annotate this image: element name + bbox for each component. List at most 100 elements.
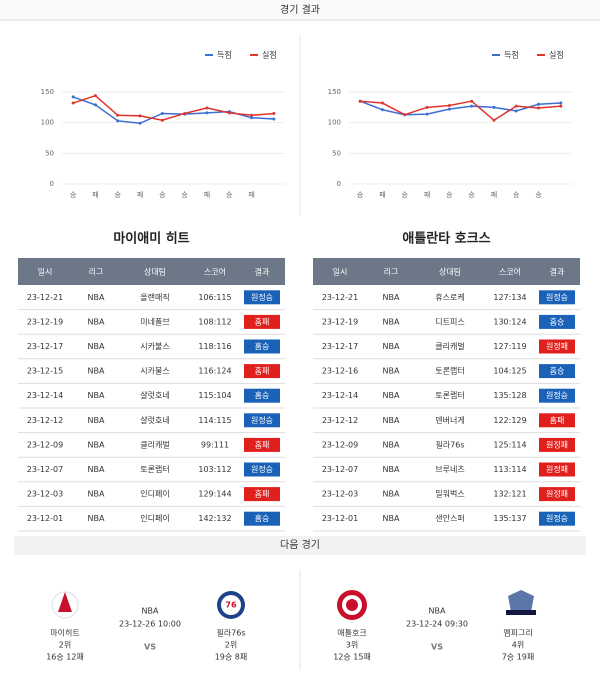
point [227, 111, 231, 115]
cell: 118:116 [198, 342, 231, 351]
result-badge [244, 437, 280, 452]
column-header: 상대팀 [144, 267, 166, 277]
y-tick-label: 100 [41, 119, 54, 127]
result-label: 홈승 [255, 341, 270, 351]
point [205, 106, 209, 110]
column-header: 리그 [384, 268, 399, 277]
cell: 올랜매직 [140, 292, 169, 302]
point [183, 111, 187, 115]
x-tick-label: 패 [248, 190, 254, 199]
cell: 115:104 [198, 391, 231, 400]
cell: 디트피스 [435, 317, 464, 326]
cell: 114:115 [198, 416, 231, 425]
cell: NBA [383, 514, 400, 523]
legend-label: 실점 [549, 50, 564, 60]
point [116, 119, 120, 123]
point [138, 121, 142, 125]
y-tick-label: 100 [328, 119, 341, 127]
column-header: 일시 [333, 268, 348, 277]
team-name: 필라76s [216, 628, 245, 638]
y-tick-label: 50 [332, 149, 341, 157]
league: NBA [142, 607, 159, 616]
point [514, 104, 518, 108]
legend-label: 득점 [217, 50, 232, 60]
header-bar [0, 0, 600, 20]
cell: 23-12-12 [322, 416, 358, 425]
cell: 23-12-16 [322, 367, 358, 376]
x-tick-label: 패 [92, 190, 98, 199]
series-line [72, 96, 274, 125]
x-tick-label: 승 [513, 191, 520, 199]
table-header [313, 258, 580, 285]
x-tick-label: 승 [226, 191, 233, 199]
cell: 132:121 [493, 490, 526, 499]
cell: 23-12-03 [27, 490, 63, 499]
result-label: 원정패 [546, 439, 568, 449]
cell: NBA [383, 490, 400, 499]
result-badge [244, 339, 280, 354]
legend-label: 실점 [262, 50, 277, 60]
header-title: 경기 결과 [280, 3, 320, 16]
point [425, 105, 429, 109]
series-line [360, 100, 561, 122]
cell: 덴버너게 [435, 415, 464, 425]
team-name: 애틀호크 [337, 629, 366, 638]
team-record: 16승 12패 [46, 652, 84, 662]
cell: NBA [383, 342, 400, 351]
result-label: 원정승 [546, 513, 568, 523]
cell: 23-12-07 [27, 465, 63, 474]
point [380, 101, 384, 105]
cell: NBA [383, 440, 400, 449]
vs: VS [144, 643, 156, 652]
result-badge [539, 388, 575, 403]
result-label: 원정패 [546, 464, 568, 474]
cell: 토론랩터 [435, 367, 464, 376]
result-label: 홈승 [550, 316, 565, 326]
cell: 23-12-01 [322, 514, 358, 523]
column-header: 스코어 [204, 267, 226, 277]
result-label: 홈승 [255, 513, 270, 523]
cell: 23-12-12 [27, 416, 63, 425]
cell: NBA [88, 342, 105, 351]
x-tick-label: 패 [491, 190, 497, 199]
point [380, 108, 384, 112]
cell: NBA [88, 391, 105, 400]
cell: NBA [383, 465, 400, 474]
cell: 시카불스 [140, 341, 169, 351]
cell: NBA [383, 367, 400, 376]
cell: 샌안스퍼 [435, 513, 464, 523]
legend-label: 득점 [504, 50, 519, 60]
cell: 필라76s [435, 439, 464, 449]
result-label: 홈승 [550, 366, 565, 376]
game-time: 23-12-26 10:00 [119, 620, 181, 629]
team-title: 마이애미 히트 [113, 231, 189, 247]
team-rank: 2위 [225, 641, 237, 650]
cell: 99:111 [201, 440, 229, 449]
result-label: 원정승 [546, 292, 568, 302]
logo [506, 590, 536, 615]
cell: 127:119 [493, 342, 526, 351]
cell: 23-12-14 [322, 391, 358, 400]
cell: 108:112 [198, 317, 231, 326]
point [71, 101, 75, 105]
team-record: 12승 15패 [333, 652, 371, 662]
result-label: 홈패 [255, 489, 270, 499]
point [272, 117, 276, 121]
point [492, 105, 496, 109]
result-badge [244, 364, 280, 379]
cell: 클리캐벌 [435, 341, 464, 351]
result-badge [539, 290, 575, 305]
result-badge [244, 487, 280, 502]
x-tick-label: 승 [468, 191, 475, 199]
column-header: 결과 [255, 267, 270, 277]
cell: 토론랩터 [435, 391, 464, 400]
cell: 122:129 [493, 416, 526, 425]
point [447, 107, 451, 111]
cell: 104:125 [493, 367, 526, 376]
point [138, 114, 142, 118]
result-label: 원정승 [251, 464, 273, 474]
cell: NBA [88, 490, 105, 499]
result-label: 원정승 [546, 390, 568, 400]
cell: 113:114 [493, 465, 526, 474]
